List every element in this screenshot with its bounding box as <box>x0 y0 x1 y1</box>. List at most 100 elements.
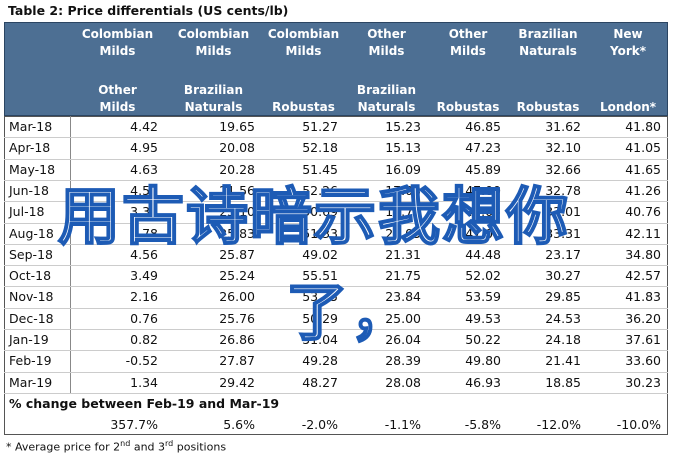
cell-value: 29.85 <box>545 289 581 305</box>
cell-value: 33.01 <box>545 204 581 220</box>
cell-value: 50.22 <box>465 332 501 347</box>
cell-value: 0.82 <box>130 332 158 347</box>
cell-value: 21.41 <box>545 353 581 369</box>
cell-value: 48.27 <box>302 374 338 390</box>
header-line: Colombian <box>81 27 154 41</box>
header-line: Other <box>448 27 488 41</box>
row-label: Jun-18 <box>9 182 49 198</box>
cell-value: 25.83 <box>219 225 255 241</box>
column-header: Other Milds <box>345 26 428 60</box>
change-label: % change between Feb-19 and Mar-19 <box>9 395 280 411</box>
cell-value: 46.85 <box>465 119 501 134</box>
header-band <box>4 22 668 116</box>
row-line <box>4 158 668 160</box>
cell-value: 47.00 <box>465 182 501 198</box>
cell-value: 50.29 <box>302 310 338 326</box>
cell-value: 23.17 <box>545 246 581 262</box>
cell-value: 21.56 <box>219 182 255 198</box>
cell-value: 37.61 <box>625 332 661 347</box>
cell-value: 15.13 <box>385 140 421 156</box>
cell-value: 31.62 <box>545 119 581 134</box>
cell-value: 44.48 <box>465 246 501 262</box>
header-line: New <box>613 27 643 41</box>
row-line <box>4 243 668 245</box>
cell-value: 49.53 <box>465 310 501 326</box>
cell-value: 24.53 <box>545 310 581 326</box>
change-value: -1.1% <box>384 416 421 432</box>
row-label: Nov-18 <box>9 289 54 305</box>
cell-value: 45.89 <box>465 161 501 177</box>
column-header: Other Milds <box>428 26 508 60</box>
change-value: 5.6% <box>223 416 255 432</box>
column-header: Colombian Milds <box>165 26 262 60</box>
cell-value: 25.87 <box>219 246 255 262</box>
cell-value: 42.57 <box>625 268 661 284</box>
cell-value: 2.16 <box>130 289 158 305</box>
row-label: Aug-18 <box>9 225 54 241</box>
cell-value: 21.75 <box>385 268 421 284</box>
row-line <box>4 201 668 203</box>
change-value: 357.7% <box>110 416 158 432</box>
row-line <box>4 371 668 373</box>
cell-value: -0.52 <box>125 353 158 369</box>
row-label: Jan-19 <box>9 332 49 347</box>
header-line: Naturals <box>184 100 243 114</box>
cell-value: 27.87 <box>219 353 255 369</box>
cell-value: 26.04 <box>385 332 421 347</box>
cell-value: 47.23 <box>465 140 501 156</box>
cell-value: 53.59 <box>465 289 501 305</box>
cell-value: 25.76 <box>219 310 255 326</box>
cell-value: 15.23 <box>385 119 421 134</box>
cell-value: 20.28 <box>219 161 255 177</box>
cell-value: 29.42 <box>219 374 255 390</box>
column-header: Brazilian Naturals <box>508 26 588 60</box>
footnote: * Average price for 2nd and 3rd position… <box>6 439 226 454</box>
cell-value: 23.84 <box>385 289 421 305</box>
cell-value: 34.80 <box>625 246 661 262</box>
cell-value: 20.08 <box>219 140 255 156</box>
header-line: Colombian <box>267 27 340 41</box>
table-frame <box>4 116 668 435</box>
cell-value: 40.76 <box>625 204 661 220</box>
cell-value: 32.66 <box>545 161 581 177</box>
header-line: Milds <box>450 44 486 58</box>
header-line: Milds <box>368 44 405 58</box>
row-label: May-18 <box>9 161 56 177</box>
header-line: Brazilian <box>518 27 578 41</box>
footnote-part: * Average price for 2 <box>6 440 121 454</box>
row-line <box>4 137 668 139</box>
cell-value: 26.86 <box>219 332 255 347</box>
footnote-part: and 3 <box>130 440 166 454</box>
row-line <box>4 222 668 224</box>
column-header: Robustas <box>262 99 345 116</box>
change-value: -5.8% <box>464 416 501 432</box>
cell-value: 52.26 <box>302 182 338 198</box>
cell-value: 4.56 <box>130 246 158 262</box>
row-line <box>4 350 668 352</box>
cell-value: 25.00 <box>385 310 421 326</box>
cell-value: 41.26 <box>625 182 661 198</box>
cell-value: 4.42 <box>130 119 158 134</box>
column-header: Colombian Milds <box>262 26 345 60</box>
cell-value: 33.31 <box>545 225 581 241</box>
header-line: Robustas <box>516 100 580 114</box>
cell-value: 18.85 <box>545 374 581 390</box>
cell-value: 0.76 <box>130 310 158 326</box>
change-value: -10.0% <box>616 416 661 432</box>
column-header: New York* <box>588 26 668 60</box>
row-label: Jul-18 <box>9 204 45 220</box>
row-line <box>4 179 668 181</box>
cell-value: 41.65 <box>625 161 661 177</box>
column-header: Other Milds <box>70 82 165 116</box>
cell-value: 33.60 <box>625 353 661 369</box>
row-label: Dec-18 <box>9 310 54 326</box>
row-line <box>4 329 668 330</box>
header-line: Milds <box>195 44 232 58</box>
cell-value: 53.75 <box>302 289 338 305</box>
cell-value: 24.18 <box>545 332 581 347</box>
cell-value: 30.27 <box>545 268 581 284</box>
header-line: York* <box>609 44 646 58</box>
row-label: Mar-19 <box>9 374 53 390</box>
cell-value: 41.83 <box>625 289 661 305</box>
